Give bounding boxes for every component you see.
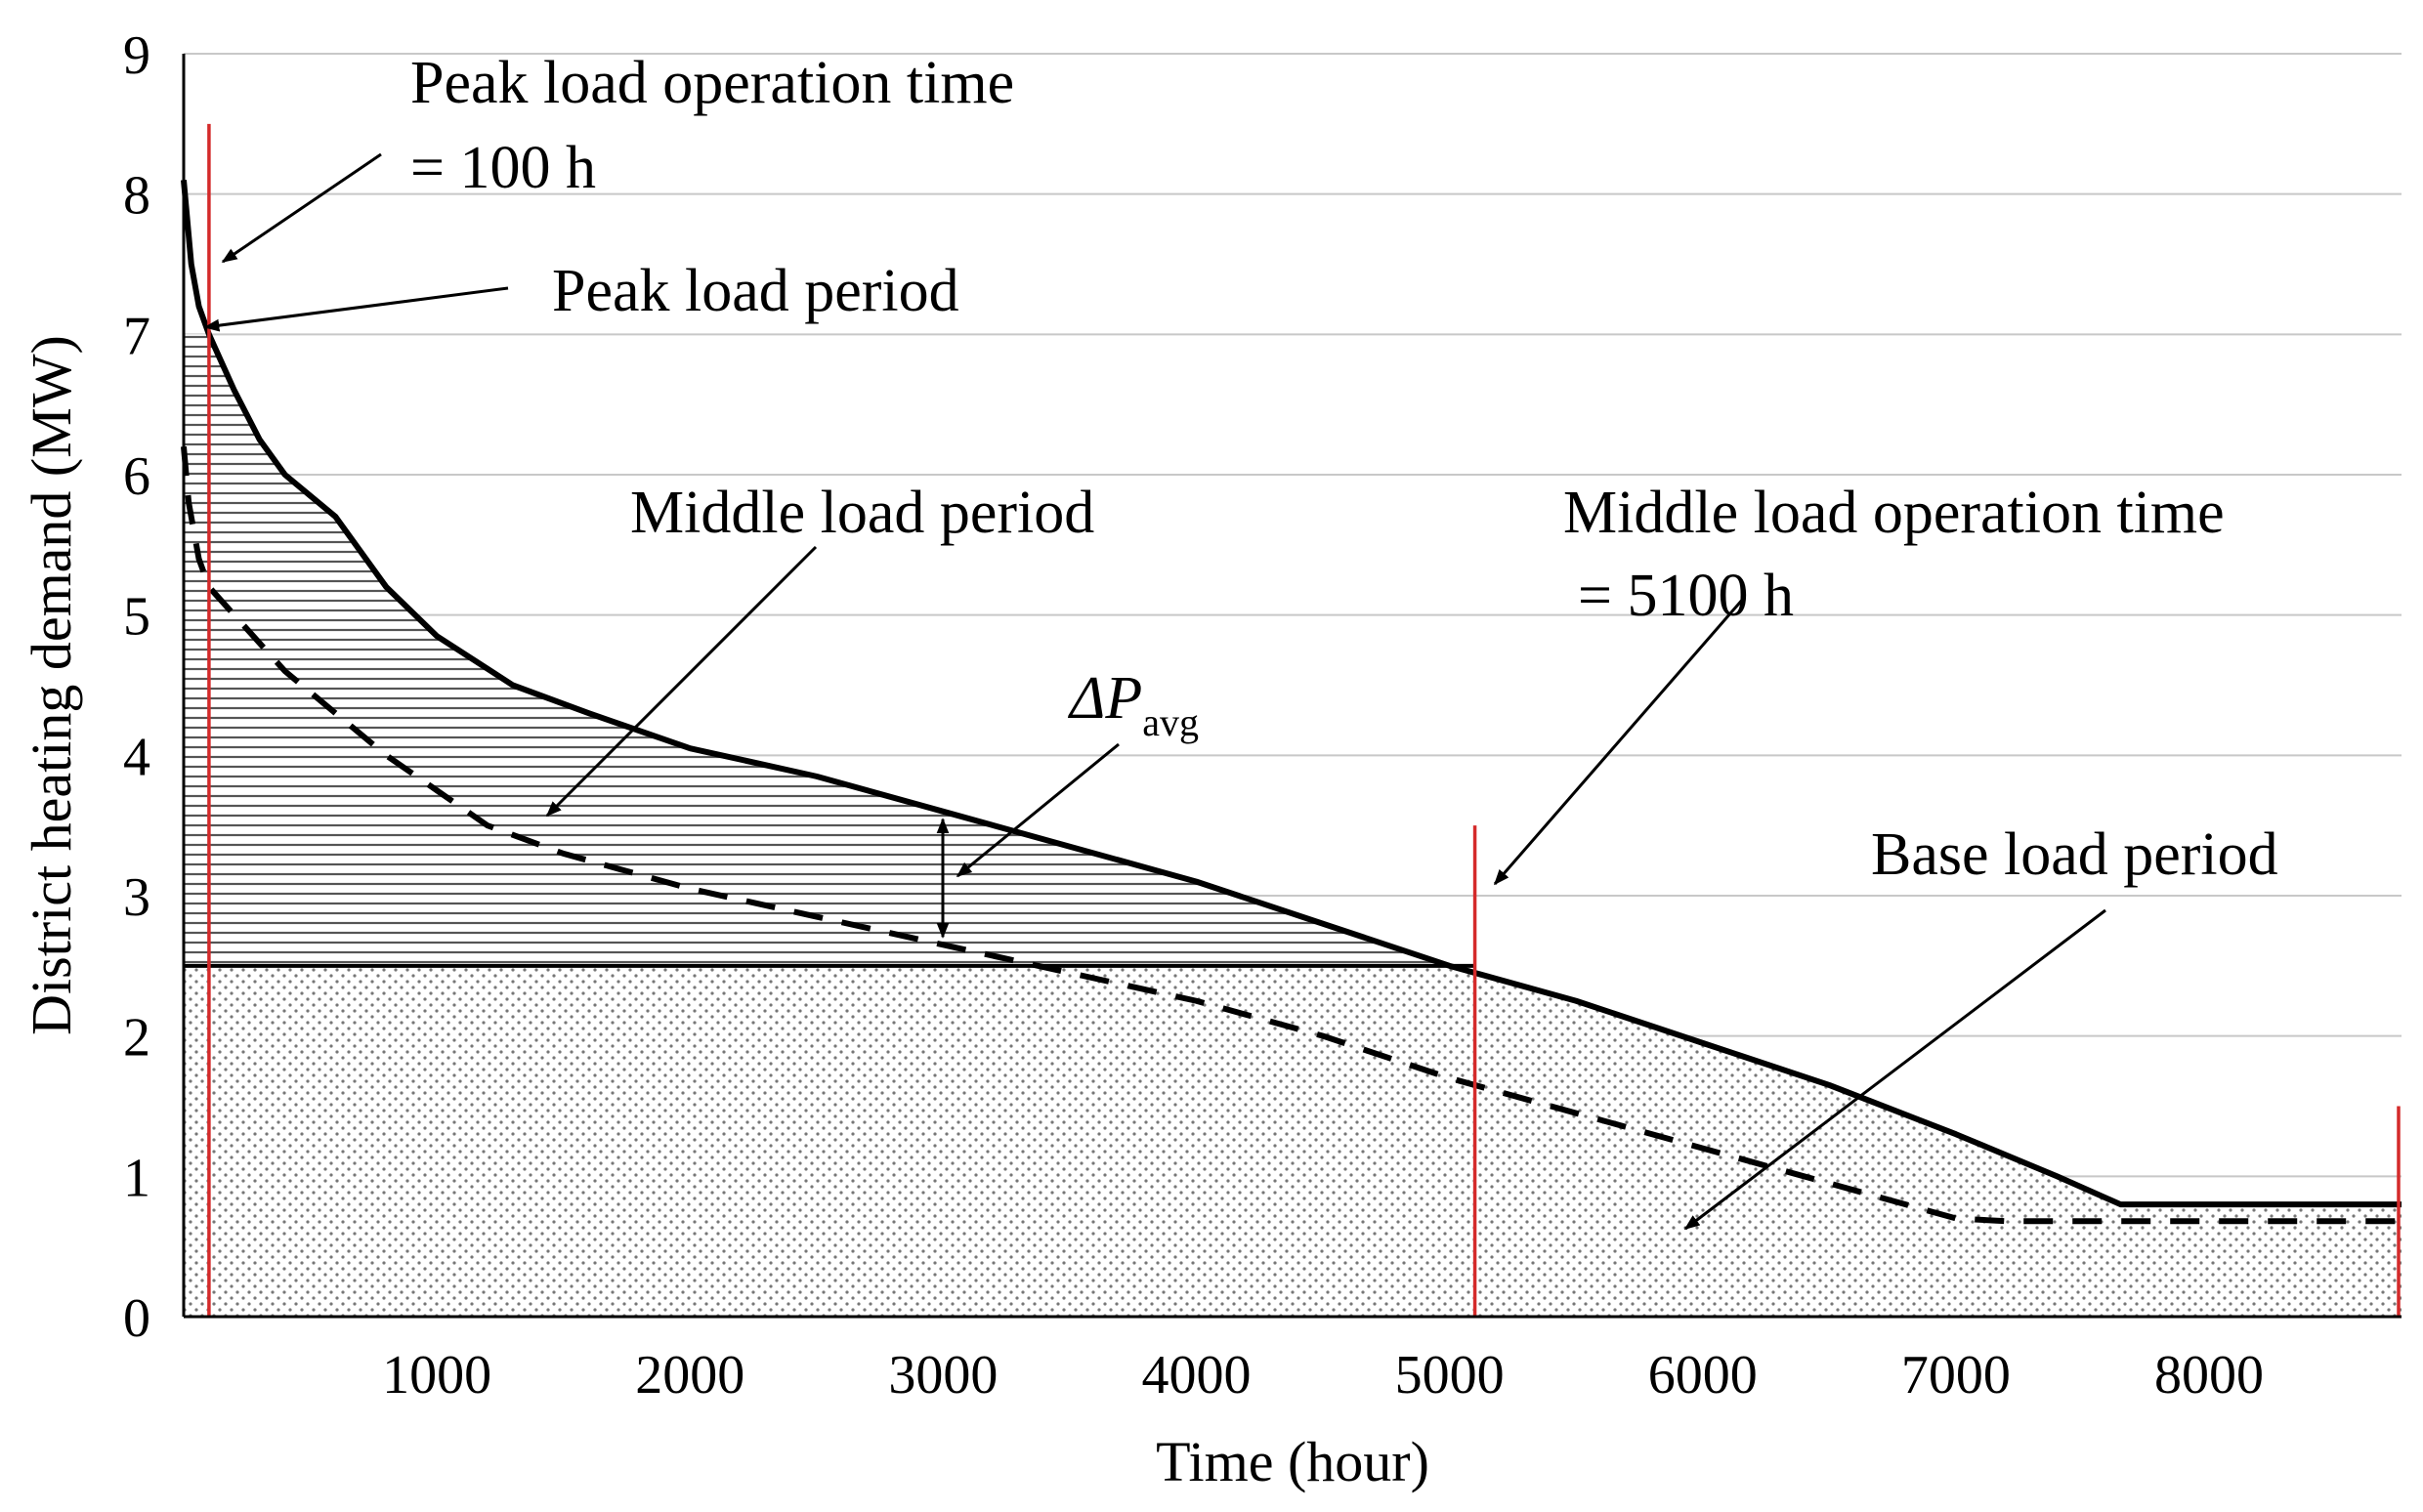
delta-p-main: ΔP bbox=[1067, 665, 1142, 732]
annotation-arrow bbox=[956, 742, 1120, 878]
x-tick-label: 3000 bbox=[888, 1345, 998, 1406]
tick-labels: 0 1 2 3 4 5 6 7 8 9 1000 2000 3000 4000 5000 6000 7000 80… bbox=[123, 25, 2264, 1406]
x-tick-label: 8000 bbox=[2154, 1345, 2264, 1406]
base-load-area bbox=[184, 965, 2402, 1317]
middle-period-label: Middle load period bbox=[630, 480, 1094, 546]
x-tick-label: 6000 bbox=[1648, 1345, 1758, 1406]
axes bbox=[182, 54, 2402, 1319]
filled-areas bbox=[184, 334, 2402, 1317]
x-tick-label: 2000 bbox=[635, 1345, 744, 1406]
x-axis-title: Time (hour) bbox=[1156, 1430, 1429, 1493]
annotations: Peak load operation time = 100 h Peak lo… bbox=[203, 50, 2278, 1231]
y-tick-label: 8 bbox=[123, 166, 150, 227]
annotation-arrow bbox=[545, 545, 818, 818]
annotation-arrow bbox=[221, 152, 382, 264]
annotation-arrows bbox=[203, 152, 2106, 1231]
series-line-solid bbox=[181, 180, 2402, 1208]
middle-time-label-line2: = 5100 h bbox=[1578, 563, 1794, 629]
y-tick-label: 2 bbox=[123, 1008, 150, 1069]
annotation-arrow bbox=[203, 286, 509, 332]
x-tick-label: 1000 bbox=[382, 1345, 491, 1406]
annotation-arrow bbox=[1683, 908, 2106, 1231]
x-tick-label: 7000 bbox=[1901, 1345, 2011, 1406]
y-tick-label: 9 bbox=[123, 25, 150, 86]
peak-cap-area bbox=[184, 334, 209, 966]
middle-time-label-line1: Middle load operation time bbox=[1563, 480, 2225, 546]
delta-p-label: ΔPavg bbox=[1067, 665, 1199, 744]
y-tick-label: 5 bbox=[123, 587, 150, 648]
x-tick-label: 4000 bbox=[1142, 1345, 1252, 1406]
series-line-dashed bbox=[181, 445, 2402, 1225]
peak-time-label-line2: = 100 h bbox=[410, 135, 596, 201]
delta-p-subscript: avg bbox=[1142, 700, 1199, 744]
y-axis-title: District heating demand (MW) bbox=[20, 335, 83, 1035]
y-tick-label: 4 bbox=[123, 727, 150, 787]
peak-time-label-line1: Peak load operation time bbox=[410, 50, 1014, 116]
middle-load-area bbox=[208, 334, 1475, 966]
y-tick-label: 0 bbox=[123, 1288, 150, 1349]
y-tick-label: 7 bbox=[123, 306, 150, 366]
base-period-label: Base load period bbox=[1871, 821, 2278, 888]
y-tick-label: 3 bbox=[123, 867, 150, 928]
series-lines bbox=[181, 180, 2402, 1225]
x-tick-label: 5000 bbox=[1395, 1345, 1505, 1406]
annotation-arrow bbox=[1493, 597, 1746, 886]
y-tick-label: 6 bbox=[123, 446, 150, 507]
y-tick-label: 1 bbox=[123, 1148, 150, 1208]
peak-period-label: Peak load period bbox=[552, 258, 959, 324]
